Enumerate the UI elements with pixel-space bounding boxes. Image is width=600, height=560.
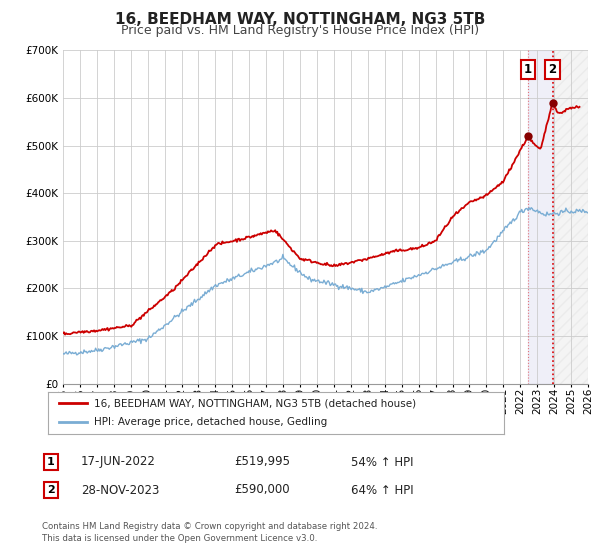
Text: Contains HM Land Registry data © Crown copyright and database right 2024.
This d: Contains HM Land Registry data © Crown c…	[42, 522, 377, 543]
Text: 64% ↑ HPI: 64% ↑ HPI	[351, 483, 413, 497]
Bar	[528, 50, 553, 384]
Text: 1: 1	[524, 63, 532, 76]
Text: 16, BEEDHAM WAY, NOTTINGHAM, NG3 5TB (detached house): 16, BEEDHAM WAY, NOTTINGHAM, NG3 5TB (de…	[94, 398, 416, 408]
Text: Price paid vs. HM Land Registry's House Price Index (HPI): Price paid vs. HM Land Registry's House …	[121, 24, 479, 36]
Bar	[553, 50, 588, 384]
Text: 1: 1	[47, 457, 55, 467]
Text: £519,995: £519,995	[234, 455, 290, 469]
Text: HPI: Average price, detached house, Gedling: HPI: Average price, detached house, Gedl…	[94, 417, 327, 427]
Text: 16, BEEDHAM WAY, NOTTINGHAM, NG3 5TB: 16, BEEDHAM WAY, NOTTINGHAM, NG3 5TB	[115, 12, 485, 27]
Text: 17-JUN-2022: 17-JUN-2022	[81, 455, 156, 469]
Text: £590,000: £590,000	[234, 483, 290, 497]
Text: 2: 2	[47, 485, 55, 495]
Text: 2: 2	[548, 63, 557, 76]
Text: 28-NOV-2023: 28-NOV-2023	[81, 483, 160, 497]
Text: 54% ↑ HPI: 54% ↑ HPI	[351, 455, 413, 469]
